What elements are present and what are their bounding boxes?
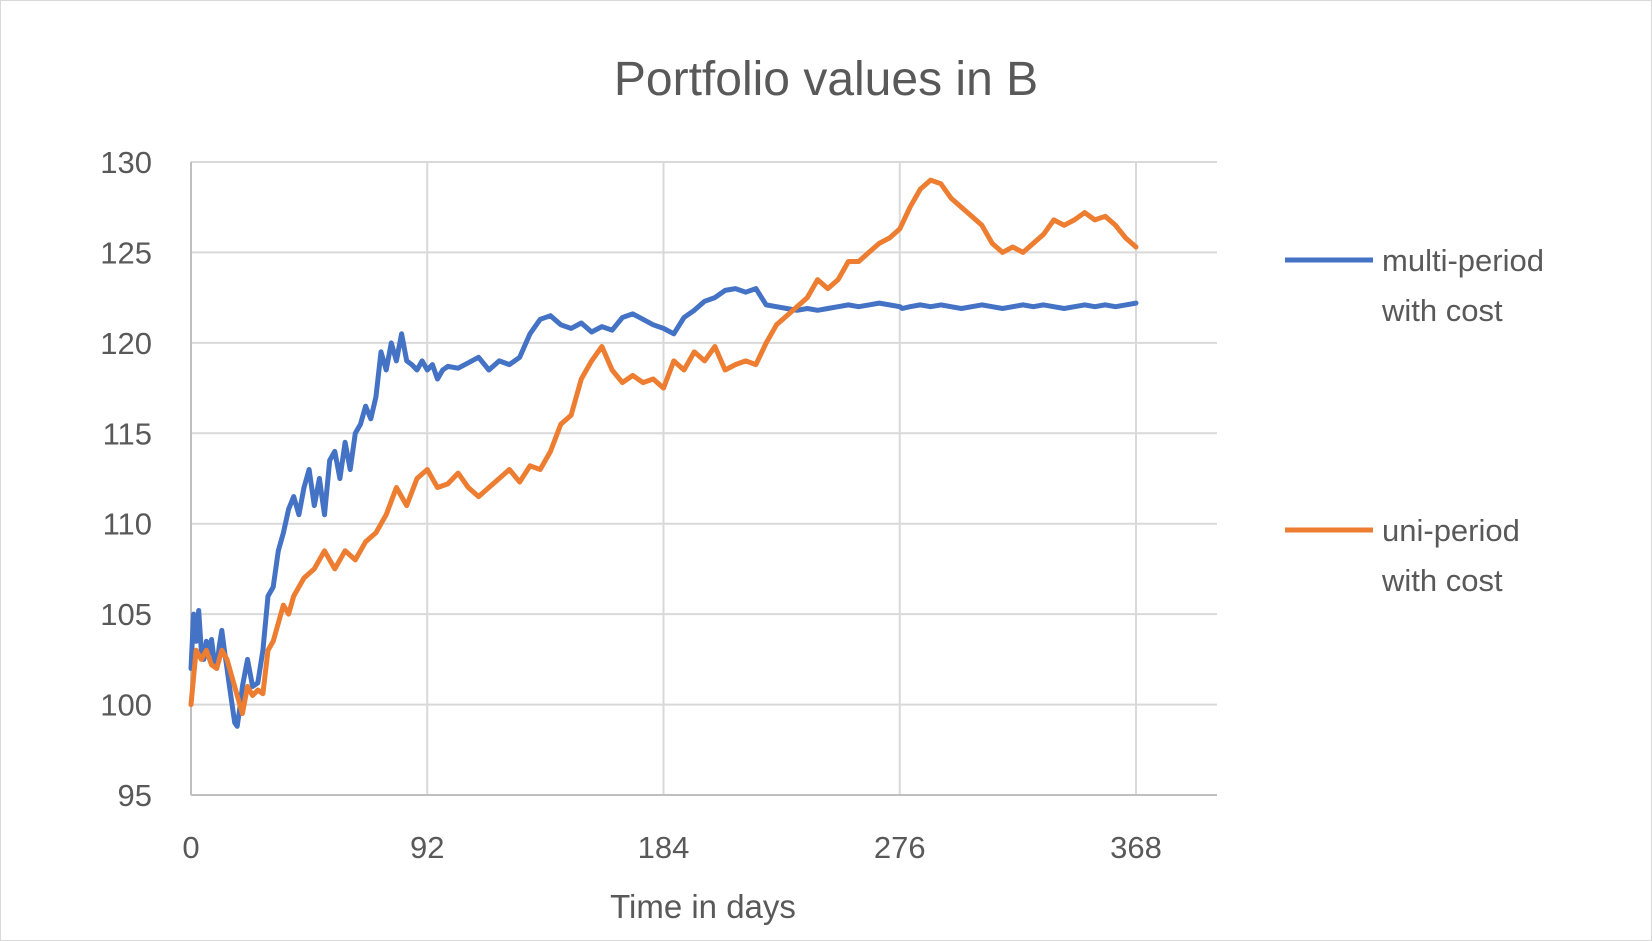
x-tick-labels: 0 92 184 276 368 [182,830,1161,865]
legend-item-uni-period[interactable]: uni-period with cost [1285,513,1520,598]
legend-label-multi-period-line2: with cost [1381,293,1503,328]
x-tick-label: 368 [1110,830,1162,865]
chart-title: Portfolio values in B [614,53,1038,106]
x-tick-label: 276 [874,830,926,865]
y-tick-label: 130 [100,145,152,180]
x-axis-label: Time in days [610,888,796,925]
series-lines [188,177,1139,729]
legend-item-multi-period[interactable]: multi-period with cost [1285,243,1544,328]
axes [190,162,1217,796]
y-tick-label: 105 [100,597,152,632]
y-tick-label: 120 [100,326,152,361]
series-line-uni-period [188,177,1139,717]
legend-label-uni-period-line2: with cost [1381,563,1503,598]
legend-label-uni-period-line1: uni-period [1382,513,1520,548]
x-tick-label: 0 [182,830,199,865]
legend: multi-period with cost uni-period with c… [1285,243,1544,598]
grid-lines [191,161,1217,795]
legend-label-multi-period-line1: multi-period [1382,243,1544,278]
y-tick-labels: 95 100 105 110 115 120 125 130 [100,145,152,813]
series-line-multi-period [188,286,1139,729]
y-tick-label: 110 [103,507,152,542]
y-tick-label: 95 [118,778,152,813]
y-tick-label: 125 [100,235,152,270]
x-tick-label: 92 [410,830,444,865]
y-tick-label: 115 [103,416,152,451]
y-tick-label: 100 [100,688,152,723]
x-tick-label: 184 [638,830,690,865]
